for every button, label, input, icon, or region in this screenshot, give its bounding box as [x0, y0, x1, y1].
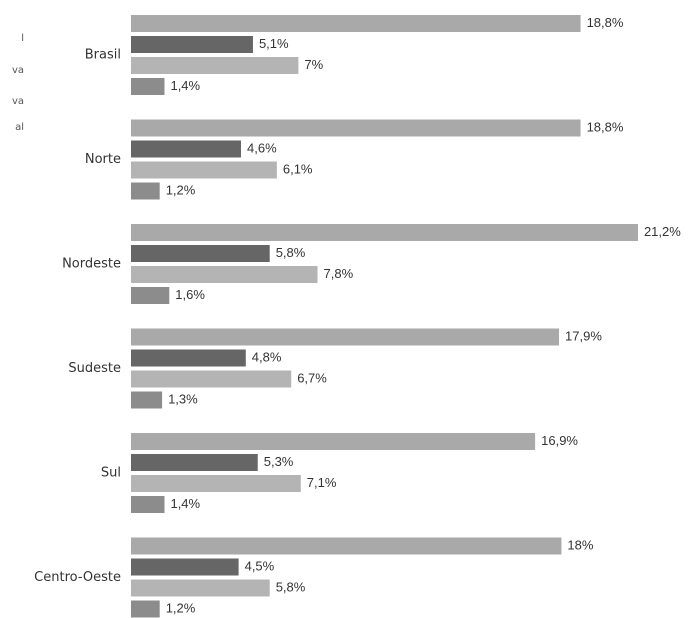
- value-label: 7,8%: [324, 266, 354, 281]
- bar: [131, 328, 560, 346]
- bar: [131, 433, 536, 450]
- value-label: 4,8%: [252, 349, 282, 364]
- bar: [131, 245, 270, 262]
- value-label: 1,3%: [168, 391, 198, 406]
- bar: [131, 391, 163, 409]
- bar: [131, 140, 241, 158]
- category-label: Nordeste: [62, 257, 121, 272]
- value-label: 1,6%: [175, 287, 205, 302]
- value-label: 5,8%: [276, 579, 306, 594]
- category-label: Sul: [101, 466, 121, 481]
- category-label: Sudeste: [68, 361, 121, 376]
- legend-label: va: [12, 65, 24, 76]
- bar: [131, 349, 246, 367]
- value-label: 6,1%: [283, 161, 313, 176]
- value-label: 4,6%: [247, 140, 277, 155]
- value-label: 18,8%: [587, 15, 624, 30]
- bar: [131, 224, 638, 241]
- bar: [131, 579, 270, 597]
- value-label: 16,9%: [541, 433, 578, 448]
- legend-label: l: [21, 33, 24, 44]
- legend-label: va: [12, 96, 24, 107]
- value-label: 1,4%: [170, 78, 200, 93]
- bar: [131, 537, 562, 555]
- legend-label: al: [15, 122, 24, 133]
- bar: [131, 161, 277, 179]
- value-label: 7,1%: [307, 475, 337, 490]
- bar: [131, 266, 318, 283]
- value-label: 17,9%: [565, 328, 602, 343]
- value-label: 21,2%: [644, 224, 681, 239]
- bar: [131, 287, 170, 304]
- value-label: 1,2%: [166, 182, 196, 197]
- bar: [131, 475, 301, 492]
- value-label: 7%: [304, 57, 323, 72]
- value-label: 18,8%: [587, 119, 624, 134]
- bar: [131, 57, 299, 74]
- bar: [131, 36, 253, 53]
- value-label: 4,5%: [245, 558, 275, 573]
- bar: [131, 370, 292, 388]
- value-label: 5,1%: [259, 36, 289, 51]
- bar: [131, 119, 581, 137]
- value-label: 1,2%: [166, 600, 196, 615]
- value-label: 1,4%: [170, 496, 200, 511]
- bar: [131, 15, 581, 32]
- category-label: Brasil: [85, 48, 121, 63]
- bar: [131, 182, 160, 200]
- category-label: Norte: [85, 152, 121, 167]
- bar: [131, 496, 165, 513]
- bar: [131, 558, 239, 576]
- bar: [131, 600, 160, 618]
- value-label: 6,7%: [297, 370, 327, 385]
- bar: [131, 78, 165, 95]
- value-label: 5,3%: [264, 454, 294, 469]
- category-label: Centro-Oeste: [34, 570, 121, 585]
- value-label: 18%: [567, 537, 593, 552]
- value-label: 5,8%: [276, 245, 306, 260]
- bar: [131, 454, 258, 471]
